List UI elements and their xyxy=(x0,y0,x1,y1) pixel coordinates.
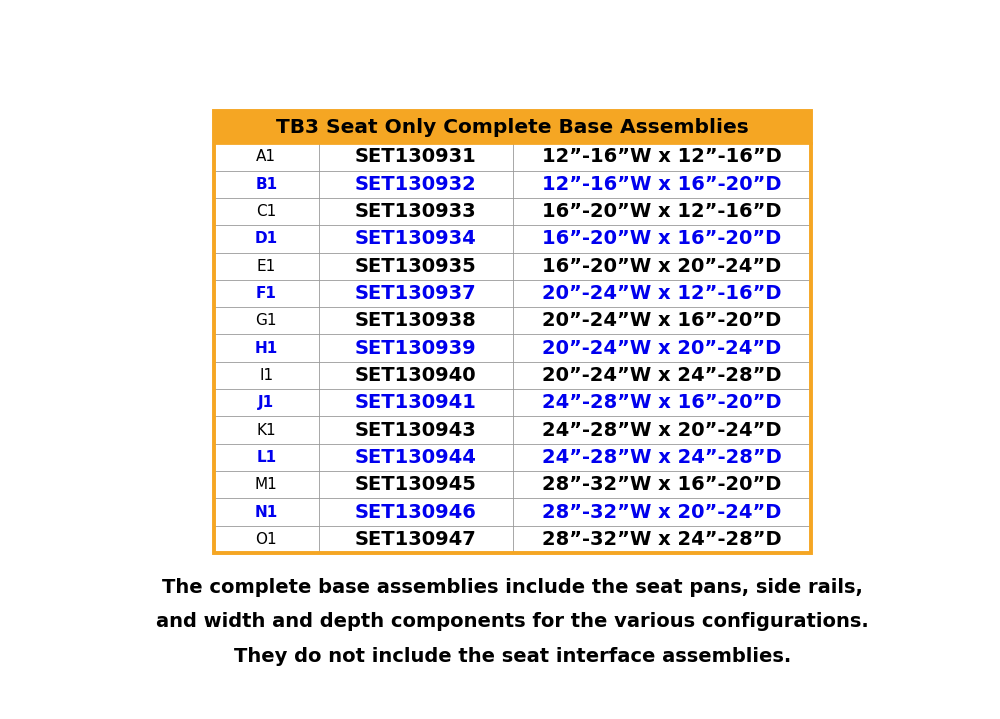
Text: 16”-20”W x 20”-24”D: 16”-20”W x 20”-24”D xyxy=(542,257,781,275)
Bar xyxy=(214,170,811,198)
Bar xyxy=(214,225,811,252)
Text: SET130941: SET130941 xyxy=(355,393,476,412)
Text: SET130932: SET130932 xyxy=(355,175,476,194)
Text: 16”-20”W x 12”-16”D: 16”-20”W x 12”-16”D xyxy=(542,202,781,221)
Bar xyxy=(214,471,811,498)
Text: SET130940: SET130940 xyxy=(355,366,476,385)
Bar xyxy=(214,334,811,362)
Text: N1: N1 xyxy=(255,505,278,520)
Text: SET130947: SET130947 xyxy=(355,530,476,549)
Bar xyxy=(214,280,811,307)
Text: SET130939: SET130939 xyxy=(355,339,476,357)
Text: They do not include the seat interface assemblies.: They do not include the seat interface a… xyxy=(234,646,791,666)
Text: G1: G1 xyxy=(256,313,277,329)
Text: F1: F1 xyxy=(256,286,277,301)
Text: TB3 Seat Only Complete Base Assemblies: TB3 Seat Only Complete Base Assemblies xyxy=(276,118,749,137)
Text: 20”-24”W x 20”-24”D: 20”-24”W x 20”-24”D xyxy=(542,339,781,357)
Text: The complete base assemblies include the seat pans, side rails,: The complete base assemblies include the… xyxy=(162,578,863,597)
Text: 24”-28”W x 24”-28”D: 24”-28”W x 24”-28”D xyxy=(542,448,782,467)
Text: 24”-28”W x 20”-24”D: 24”-28”W x 20”-24”D xyxy=(542,421,781,439)
Bar xyxy=(214,307,811,334)
Bar xyxy=(214,498,811,526)
Bar xyxy=(214,198,811,225)
Text: H1: H1 xyxy=(255,341,278,356)
Bar xyxy=(214,143,811,170)
Text: 20”-24”W x 16”-20”D: 20”-24”W x 16”-20”D xyxy=(542,311,781,330)
Text: 28”-32”W x 24”-28”D: 28”-32”W x 24”-28”D xyxy=(542,530,782,549)
Text: 12”-16”W x 16”-20”D: 12”-16”W x 16”-20”D xyxy=(542,175,781,194)
Text: J1: J1 xyxy=(258,395,274,411)
Text: K1: K1 xyxy=(257,423,276,438)
Bar xyxy=(214,526,811,553)
Text: SET130935: SET130935 xyxy=(355,257,476,275)
Text: B1: B1 xyxy=(255,177,277,192)
Text: D1: D1 xyxy=(255,232,278,247)
Text: O1: O1 xyxy=(256,532,277,547)
Bar xyxy=(214,362,811,389)
Text: 24”-28”W x 16”-20”D: 24”-28”W x 16”-20”D xyxy=(542,393,781,412)
Text: 12”-16”W x 12”-16”D: 12”-16”W x 12”-16”D xyxy=(542,147,782,167)
Bar xyxy=(214,389,811,416)
Text: SET130938: SET130938 xyxy=(355,311,476,330)
Text: SET130945: SET130945 xyxy=(355,475,476,494)
Text: E1: E1 xyxy=(257,259,276,274)
Bar xyxy=(214,111,811,143)
Text: SET130933: SET130933 xyxy=(355,202,476,221)
Text: SET130937: SET130937 xyxy=(355,284,476,303)
Text: 20”-24”W x 12”-16”D: 20”-24”W x 12”-16”D xyxy=(542,284,781,303)
Text: SET130946: SET130946 xyxy=(355,503,476,521)
Text: A1: A1 xyxy=(256,150,276,165)
Text: I1: I1 xyxy=(259,368,273,383)
Text: L1: L1 xyxy=(256,450,276,465)
Text: SET130944: SET130944 xyxy=(355,448,476,467)
Text: C1: C1 xyxy=(256,204,276,219)
Bar xyxy=(214,252,811,280)
Bar xyxy=(214,111,811,553)
Text: 16”-20”W x 16”-20”D: 16”-20”W x 16”-20”D xyxy=(542,229,781,248)
Text: 28”-32”W x 16”-20”D: 28”-32”W x 16”-20”D xyxy=(542,475,781,494)
Text: SET130931: SET130931 xyxy=(355,147,476,167)
Text: SET130934: SET130934 xyxy=(355,229,476,248)
Bar xyxy=(214,416,811,444)
Text: 20”-24”W x 24”-28”D: 20”-24”W x 24”-28”D xyxy=(542,366,781,385)
Text: 28”-32”W x 20”-24”D: 28”-32”W x 20”-24”D xyxy=(542,503,781,521)
Text: SET130943: SET130943 xyxy=(355,421,476,439)
Text: M1: M1 xyxy=(255,477,278,493)
Bar xyxy=(214,444,811,471)
Text: and width and depth components for the various configurations.: and width and depth components for the v… xyxy=(156,613,869,631)
